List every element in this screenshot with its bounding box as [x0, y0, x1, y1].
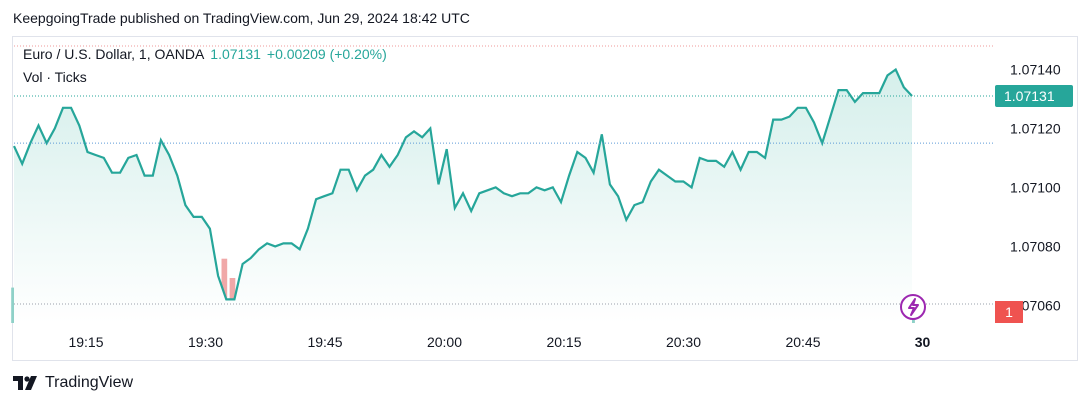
tradingview-brand: TradingView [45, 374, 134, 391]
symbol-title: Euro / U.S. Dollar, 1, OANDA [23, 46, 205, 62]
volume-badge-label: 1 [1005, 304, 1013, 320]
price-area-fill [14, 69, 912, 323]
x-tick-label: 20:45 [785, 334, 820, 350]
tradingview-logo[interactable]: TradingView [13, 374, 133, 392]
x-axis-tick-labels: 19:15 19:30 19:45 20:00 20:15 20:30 20:45 30 [68, 334, 930, 350]
x-tick-label: 20:30 [666, 334, 701, 350]
x-tick-label: 19:45 [307, 334, 342, 350]
x-tick-label: 19:15 [68, 334, 103, 350]
x-tick-label: 20:15 [546, 334, 581, 350]
chart-frame [12, 36, 1078, 361]
tradingview-logo-icon [13, 376, 37, 390]
lightning-icon[interactable] [900, 294, 926, 320]
x-tick-label: 19:30 [188, 334, 223, 350]
x-tick-label: 20:00 [427, 334, 462, 350]
price-change: +0.00209 (+0.20%) [266, 46, 387, 62]
last-price-badge: 1.07131 [995, 85, 1073, 107]
published-by-header: KeepgoingTrade published on TradingView.… [13, 10, 470, 26]
y-tick-label: 1.07100 [1010, 179, 1061, 195]
symbol-legend: Euro / U.S. Dollar, 1, OANDA 1.07131 +0.00… [23, 46, 387, 62]
y-tick-label: 1.07080 [1010, 238, 1061, 254]
last-price: 1.07131 [210, 46, 261, 62]
last-price-badge-label: 1.07131 [1004, 88, 1055, 104]
x-tick-label: 30 [915, 334, 931, 350]
price-line [13, 67, 913, 301]
y-tick-label: 1.07140 [1010, 62, 1061, 78]
volume-legend: Vol · Ticks [23, 69, 87, 85]
volume-badge: 1 [995, 301, 1023, 323]
y-tick-label: 1.07120 [1010, 120, 1061, 136]
